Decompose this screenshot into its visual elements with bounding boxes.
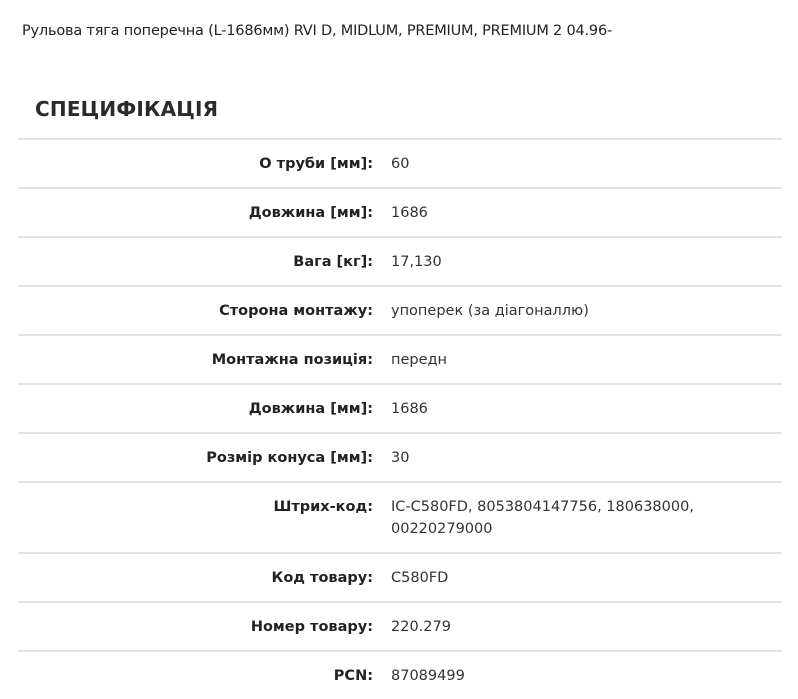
spec-row: Вага [кг]: 17,130 — [18, 236, 782, 285]
spec-label: Розмір конуса [мм]: — [206, 450, 373, 466]
spec-value: упоперек (за діагоналлю) — [391, 303, 589, 319]
spec-value: 87089499 — [391, 668, 465, 684]
spec-label: Довжина [мм]: — [248, 401, 373, 417]
spec-label: Монтажна позиція: — [211, 352, 373, 368]
spec-heading: СПЕЦИФІКАЦІЯ — [35, 97, 219, 121]
spec-label: Довжина [мм]: — [248, 205, 373, 221]
spec-value: IC-C580FD, 8053804147756, 180638000, 002… — [391, 499, 694, 537]
spec-table: О труби [мм]: 60 Довжина [мм]: 1686 Вага [кг… — [18, 138, 782, 699]
spec-row: О труби [мм]: 60 — [18, 138, 782, 187]
spec-value: 30 — [391, 450, 410, 466]
spec-row: Сторона монтажу: упоперек (за діагоналлю) — [18, 285, 782, 334]
spec-value: 1686 — [391, 205, 428, 221]
spec-row: Довжина [мм]: 1686 — [18, 383, 782, 432]
spec-label: Номер товару: — [250, 619, 373, 635]
spec-row: Штрих-код: IC-C580FD, 8053804147756, 1806… — [18, 481, 782, 552]
spec-label: PCN: — [333, 668, 373, 684]
spec-row: Розмір конуса [мм]: 30 — [18, 432, 782, 481]
spec-value: 220.279 — [391, 619, 451, 635]
spec-value: 17,130 — [391, 254, 442, 270]
spec-row: Довжина [мм]: 1686 — [18, 187, 782, 236]
spec-value: C580FD — [391, 570, 449, 586]
spec-label: Код товару: — [271, 570, 373, 586]
spec-value: 60 — [391, 156, 410, 172]
spec-row: PCN: 87089499 — [18, 650, 782, 699]
spec-label: Вага [кг]: — [293, 254, 373, 270]
spec-value: передн — [391, 352, 448, 368]
spec-row: Монтажна позиція: передн — [18, 334, 782, 383]
spec-value: 1686 — [391, 401, 428, 417]
spec-row: Номер товару: 220.279 — [18, 601, 782, 650]
spec-label: Штрих-код: — [273, 499, 373, 515]
spec-row: Код товару: C580FD — [18, 552, 782, 601]
product-title: Рульова тяга поперечна (L-1686мм) RVI D,… — [22, 23, 613, 39]
spec-label: О труби [мм]: — [259, 156, 373, 172]
spec-label: Сторона монтажу: — [219, 303, 373, 319]
